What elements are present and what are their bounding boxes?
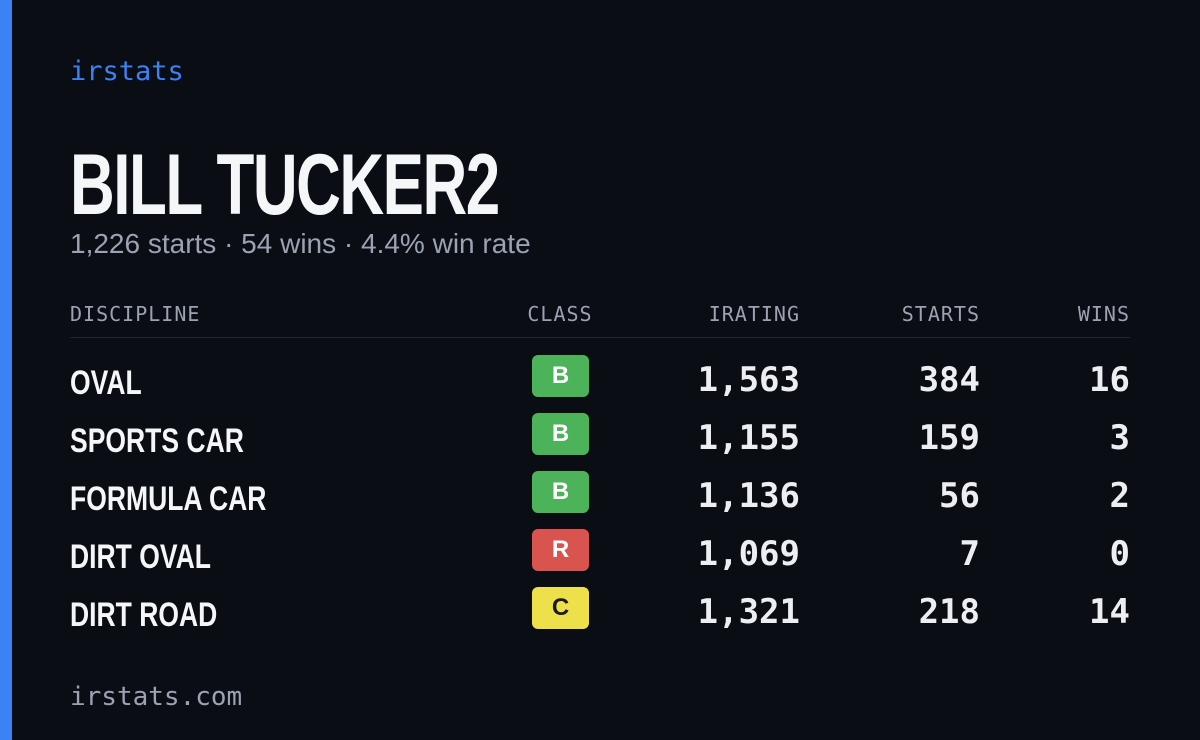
wins-value: 14	[1089, 592, 1130, 632]
wins-value: 2	[1109, 476, 1130, 516]
column-header: STARTS	[901, 302, 980, 326]
column-header: DISCIPLINE	[70, 302, 201, 326]
starts-value: 218	[918, 592, 980, 632]
irating-value: 1,563	[697, 360, 800, 400]
class-badge: R	[532, 529, 589, 571]
class-badge: B	[532, 471, 589, 513]
starts-value: 7	[959, 534, 980, 574]
wins-value: 0	[1109, 534, 1130, 574]
wins-value: 16	[1089, 360, 1130, 400]
column-header: CLASS	[527, 302, 593, 326]
brand: irstats	[70, 56, 184, 87]
irating-value: 1,069	[697, 534, 800, 574]
class-badge: B	[532, 355, 589, 397]
footer: irstats.com	[70, 682, 243, 712]
accent-bar	[0, 0, 12, 740]
irating-value: 1,321	[697, 592, 800, 632]
subtitle: 1,226 starts · 54 wins · 4.4% win rate	[70, 228, 531, 259]
starts-value: 56	[939, 476, 980, 516]
discipline: DIRT OVAL	[70, 538, 211, 576]
column-header: IRATING	[708, 302, 800, 326]
column-header: WINS	[1077, 302, 1130, 326]
starts-value: 159	[918, 418, 980, 458]
discipline: DIRT ROAD	[70, 596, 218, 634]
class-badge: B	[532, 413, 589, 455]
discipline: SPORTS CAR	[70, 422, 244, 460]
class-badge: C	[532, 587, 589, 629]
wins-value: 3	[1109, 418, 1130, 458]
discipline: FORMULA CAR	[70, 480, 267, 518]
title: BILL TUCKER2	[70, 137, 500, 233]
header-rule	[70, 337, 1130, 338]
starts-value: 384	[918, 360, 980, 400]
discipline: OVAL	[70, 364, 142, 402]
irating-value: 1,155	[697, 418, 800, 458]
irating-value: 1,136	[697, 476, 800, 516]
